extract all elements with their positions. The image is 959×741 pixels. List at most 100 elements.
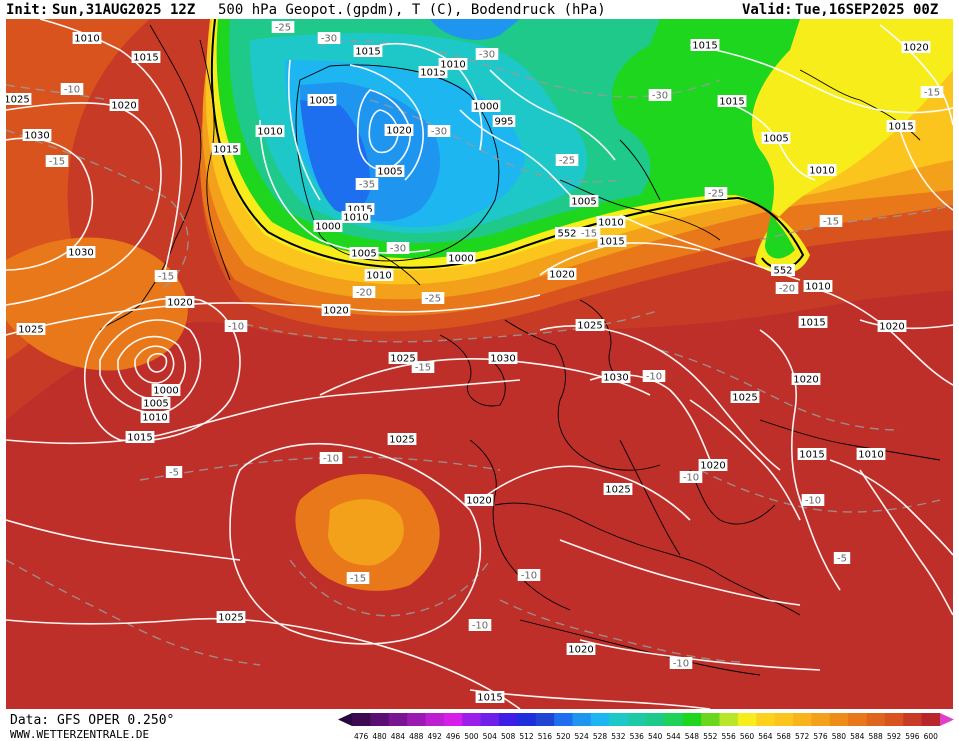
- temperature-label-text: -30: [321, 34, 337, 45]
- scale-swatch: [646, 713, 665, 726]
- scale-tick-label: 504: [483, 732, 498, 741]
- temperature-label: -5: [165, 466, 183, 479]
- temperature-label-text: -30: [390, 244, 406, 255]
- temperature-label: -10: [669, 657, 693, 670]
- temperature-label-text: -10: [673, 659, 689, 670]
- temperature-label: -10: [468, 619, 492, 632]
- scale-swatch: [921, 713, 941, 726]
- pressure-label-text: 1010: [858, 450, 883, 461]
- temperature-label: -10: [60, 83, 84, 96]
- scale-tick-label: 588: [869, 732, 884, 741]
- website-text: WWW.WETTERZENTRALE.DE: [10, 728, 149, 741]
- pressure-label-text: 1015: [347, 205, 372, 216]
- pressure-label-text: 1010: [142, 413, 167, 424]
- pressure-label-text: 1005: [309, 96, 334, 107]
- scale-swatch: [664, 713, 684, 726]
- pressure-label: 1010: [72, 32, 102, 45]
- scale-tick-label: 516: [538, 732, 553, 741]
- pressure-label-text: 1015: [719, 97, 744, 108]
- pressure-label-text: 1010: [366, 271, 391, 282]
- temperature-label-text: -10: [472, 621, 488, 632]
- temperature-label: -15: [45, 155, 69, 168]
- pressure-label: 1020: [165, 296, 195, 309]
- scale-tick-label: 548: [685, 732, 700, 741]
- valid-label: Valid:: [742, 2, 793, 18]
- scale-tick-label: 552: [703, 732, 718, 741]
- map-title: 500 hPa Geopot.(gpdm), T (C), Bodendruck…: [218, 2, 606, 18]
- scale-swatch: [848, 713, 867, 726]
- temperature-labels: -25 -30 -30 -30 -10 -15 -15 -30 -25 -25 -15 -35 -30 -…: [45, 21, 944, 670]
- temperature-label-text: -15: [49, 157, 65, 168]
- pressure-label: 1030: [601, 371, 631, 384]
- temperature-label-text: -20: [779, 284, 795, 295]
- map-footer: Data: GFS OPER 0.250° WWW.WETTERZENTRALE…: [10, 713, 954, 741]
- pressure-label: 1025: [216, 611, 246, 624]
- scale-swatch: [443, 713, 463, 726]
- pressure-label: 1025: [387, 433, 417, 446]
- scale-tick-label: 584: [850, 732, 865, 741]
- scale-swatch: [517, 713, 537, 726]
- scale-tick-label: 512: [519, 732, 534, 741]
- temperature-label: -10: [319, 452, 343, 465]
- temperature-label: -10: [642, 370, 666, 383]
- temperature-label: -15: [154, 270, 178, 283]
- pressure-label-text: 1010: [809, 166, 834, 177]
- temperature-label: -15: [577, 227, 601, 240]
- scale-tick-label: 500: [464, 732, 479, 741]
- pressure-label-text: 1020: [568, 645, 593, 656]
- temperature-label-text: -15: [415, 363, 431, 374]
- scale-swatch: [793, 713, 812, 726]
- pressure-label-text: 1015: [888, 122, 913, 133]
- pressure-label-text: 1025: [577, 321, 602, 332]
- temperature-label-text: -15: [158, 272, 174, 283]
- pressure-label: 1030: [66, 246, 96, 259]
- pressure-label: 1030: [488, 352, 518, 365]
- pressure-label-text: 1030: [68, 248, 93, 259]
- pressure-label-text: 1025: [390, 354, 415, 365]
- pressure-label-text: 1025: [389, 435, 414, 446]
- pressure-label-text: 1030: [603, 373, 628, 384]
- pressure-label-text: 1020: [793, 375, 818, 386]
- pressure-label: 1025: [388, 352, 418, 365]
- pressure-label-text: 1020: [700, 461, 725, 472]
- pressure-label: 1010: [596, 216, 626, 229]
- temperature-label-text: -30: [479, 50, 495, 61]
- geopotential-label-text: 552: [773, 266, 792, 277]
- geopotential-label-text: 552: [557, 229, 576, 240]
- temperature-label: -30: [386, 242, 410, 255]
- pressure-label-text: 1010: [598, 218, 623, 229]
- pressure-label-text: 1015: [213, 145, 238, 156]
- pressure-label-text: 1025: [605, 485, 630, 496]
- pressure-label: 1015: [211, 143, 241, 156]
- temperature-label: -20: [775, 282, 799, 295]
- scale-tick-label: 576: [813, 732, 828, 741]
- pressure-label: 1010: [140, 411, 170, 424]
- pressure-label-text: 1015: [477, 693, 502, 704]
- color-scale: 476 480 484 488 492 496 500 504 508 512 516 520 524 5…: [338, 713, 954, 741]
- scale-swatch: [903, 713, 923, 726]
- init-value: Sun,31AUG2025 12Z: [52, 2, 195, 18]
- pressure-label-text: 1025: [18, 325, 43, 336]
- pressure-label: 1020: [698, 459, 728, 472]
- temperature-label: -25: [421, 292, 445, 305]
- pressure-label: 1020: [791, 373, 821, 386]
- pressure-label-text: 1020: [466, 496, 491, 507]
- pressure-label-text: 995: [494, 117, 513, 128]
- isobars: [6, 19, 953, 709]
- temperature-label-text: -15: [581, 229, 597, 240]
- pressure-label-text: 1030: [490, 354, 515, 365]
- scale-swatch: [737, 713, 757, 726]
- pressure-label-text: 1020: [111, 101, 136, 112]
- pressure-label: 1015: [125, 431, 155, 444]
- temperature-label-text: -10: [646, 372, 662, 383]
- pressure-label: 1010: [364, 269, 394, 282]
- temperature-label: -10: [517, 569, 541, 582]
- temperature-label: -20: [352, 286, 376, 299]
- scale-swatch: [756, 713, 776, 726]
- scale-tick-label: 488: [409, 732, 424, 741]
- scale-swatch: [590, 713, 610, 726]
- pressure-label: 1025: [16, 323, 46, 336]
- pressure-label: 1020: [877, 320, 907, 333]
- temperature-label-text: -10: [805, 496, 821, 507]
- scale-swatch: [499, 713, 518, 726]
